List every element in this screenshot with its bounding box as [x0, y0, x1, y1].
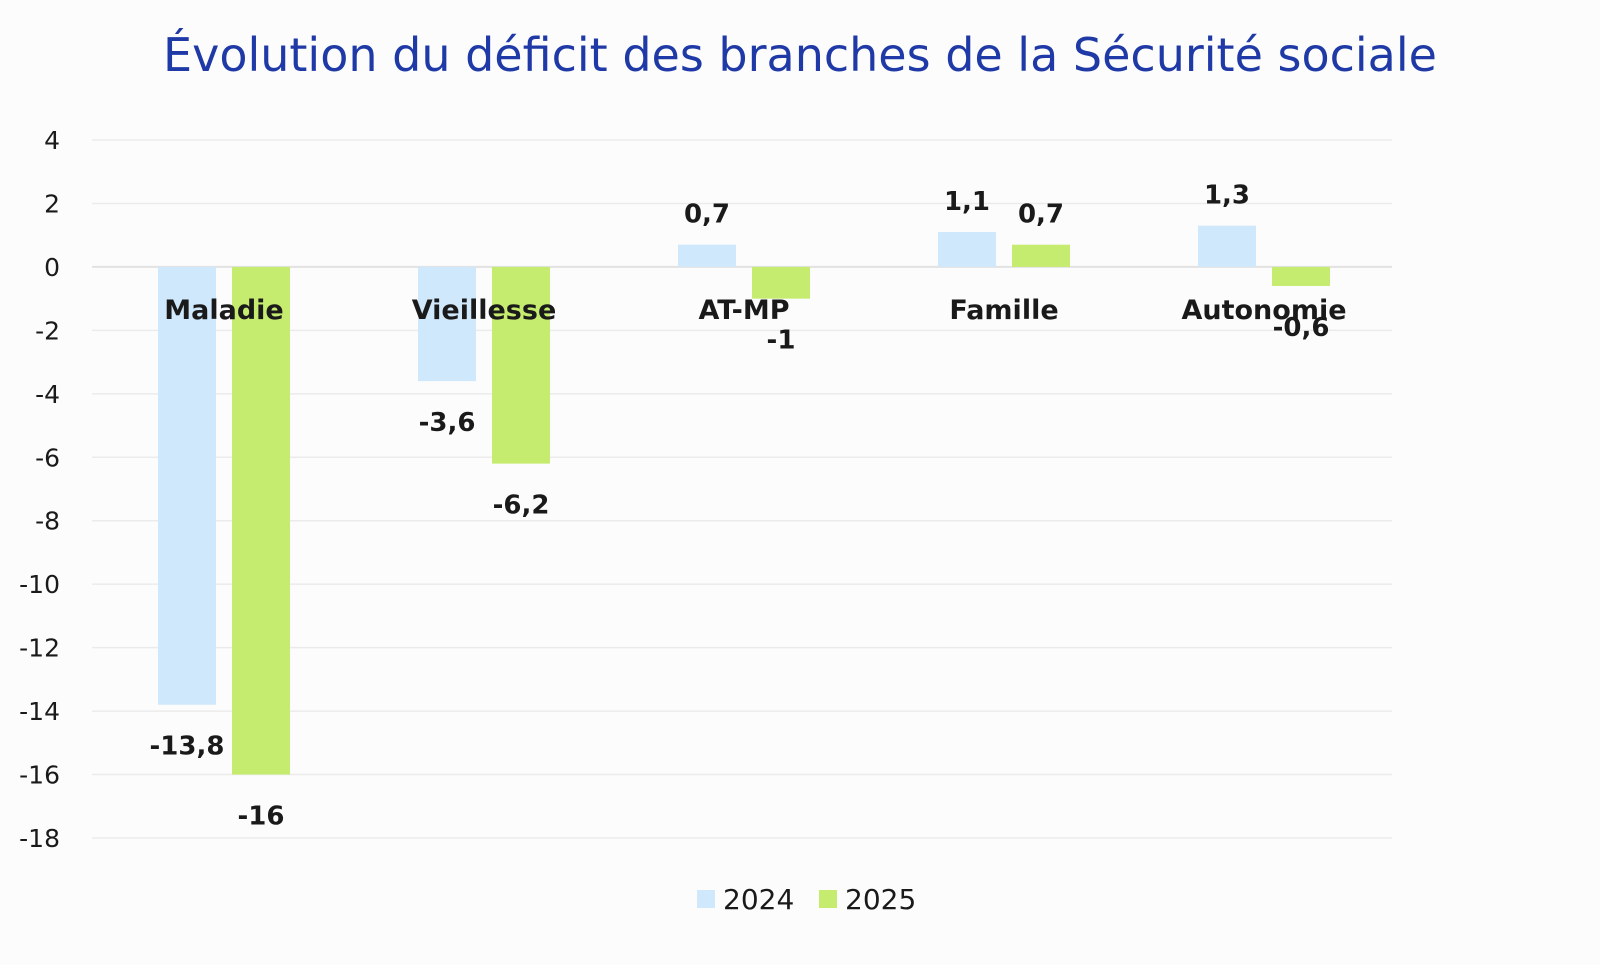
- y-tick-label: -14: [19, 697, 60, 726]
- data-label: 1,3: [1204, 181, 1250, 211]
- y-tick-label: -8: [35, 507, 60, 536]
- data-label: -0,6: [1273, 313, 1330, 343]
- data-label: -16: [238, 802, 285, 832]
- y-tick-label: -4: [35, 380, 60, 409]
- category-label: AT-MP: [698, 295, 789, 326]
- legend-label: 2025: [845, 883, 916, 916]
- y-tick-label: -10: [19, 570, 60, 599]
- category-label: Famille: [949, 295, 1058, 326]
- bar-2024-Famille: [938, 232, 996, 267]
- data-label: 1,1: [944, 187, 990, 217]
- y-tick-label: -18: [19, 824, 60, 853]
- data-label: -3,6: [419, 408, 476, 438]
- data-label: 0,7: [684, 200, 730, 230]
- bar-2025-Famille: [1012, 244, 1070, 267]
- data-label: -6,2: [493, 491, 550, 521]
- bar-2024-AT-MP: [678, 244, 736, 267]
- y-tick-label: -6: [35, 443, 60, 472]
- data-label: 0,7: [1018, 200, 1064, 230]
- y-tick-label: -2: [35, 316, 60, 345]
- category-label: Autonomie: [1181, 295, 1346, 326]
- bar-2025-Vieillesse: [492, 266, 550, 464]
- y-tick-label: 0: [44, 253, 60, 282]
- bar-2024-Autonomie: [1198, 225, 1256, 267]
- y-tick-label: -12: [19, 634, 60, 663]
- legend-swatch: [819, 890, 837, 908]
- bar-2024-Maladie: [158, 266, 216, 705]
- category-label: Maladie: [164, 295, 283, 326]
- data-label: -13,8: [150, 732, 225, 762]
- legend-label: 2024: [723, 883, 794, 916]
- bar-2024-Vieillesse: [418, 266, 476, 382]
- bar-2025-Maladie: [232, 266, 290, 775]
- chart-title: Évolution du déficit des branches de la …: [163, 28, 1437, 82]
- bar-2025-AT-MP: [752, 266, 810, 299]
- bar-2025-Autonomie: [1272, 266, 1330, 286]
- y-tick-label: -16: [19, 761, 60, 790]
- category-label: Vieillesse: [412, 295, 557, 326]
- legend-swatch: [697, 890, 715, 908]
- data-label: -1: [767, 326, 796, 356]
- y-tick-label: 2: [44, 189, 60, 218]
- y-tick-label: 4: [44, 126, 60, 155]
